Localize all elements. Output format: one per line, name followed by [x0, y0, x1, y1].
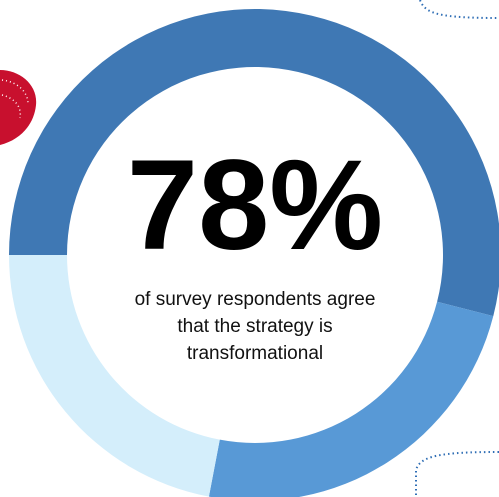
caption-line: of survey respondents agree [135, 289, 376, 310]
donut-segment [9, 9, 499, 317]
caption-line: that the strategy is [177, 316, 332, 337]
donut [9, 9, 499, 497]
decoration-blob [0, 70, 37, 145]
donut-segment [9, 255, 220, 497]
decoration-dots [415, 451, 499, 497]
caption-line: transformational [187, 343, 323, 364]
decoration-dots [419, 0, 499, 19]
center-label: 78% [127, 134, 383, 277]
donut-segment [208, 301, 494, 497]
